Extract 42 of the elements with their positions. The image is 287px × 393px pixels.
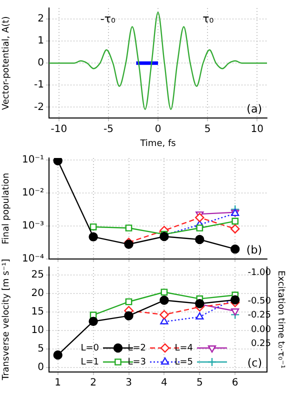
x-tick-label: 10: [250, 124, 264, 135]
y-tick-label: 10⁻⁴: [22, 254, 44, 265]
y-axis-title: Final population: [2, 172, 12, 244]
y-tick-label: -2: [34, 102, 44, 113]
x-tick-label: -10: [50, 124, 68, 135]
x-tick-label: 5: [204, 124, 211, 135]
y-tick-label: 15: [31, 306, 44, 318]
annotation: (b): [246, 243, 262, 256]
y-tick-label: 10: [31, 325, 44, 336]
x-tick-label: 6: [232, 378, 238, 389]
y2-axis-title: Excitation time t₀·τ₀⁻¹: [275, 270, 286, 369]
legend-label: L=4: [174, 343, 194, 354]
annotation: (c): [247, 356, 262, 370]
legend-label: L=2: [128, 343, 146, 354]
annotation: τ₀: [202, 12, 214, 26]
legend-label: L=5: [174, 357, 193, 368]
x-tick-label: -5: [103, 124, 114, 135]
y-tick-label: 0: [38, 58, 44, 69]
y-tick-label: 20: [31, 288, 44, 300]
x-tick-label: 3: [126, 378, 132, 389]
x-tick-label: 0: [154, 124, 162, 135]
y-axis-title: Vector-potential, A(t): [2, 16, 12, 110]
x-tick-label: 2: [90, 378, 96, 389]
y-tick-label: 25: [31, 270, 44, 281]
y-tick-label: 2: [38, 14, 44, 25]
annotation: -τ₀: [100, 12, 116, 26]
x-axis-title: Time, fs: [139, 138, 176, 149]
y-tick-label: 0: [38, 362, 44, 374]
legend-label: L=3: [128, 357, 146, 368]
y-tick-label: -1: [34, 80, 44, 91]
y-axis-title: Transverse velocity [m s⁻¹]: [2, 258, 12, 382]
y-tick-label: 1: [38, 36, 44, 47]
y-tick-label: 10⁻¹: [22, 154, 44, 166]
x-tick-label: 4: [161, 378, 168, 389]
y-tick-label: 10⁻²: [22, 188, 44, 199]
legend-label: L=1: [80, 357, 99, 368]
y-tick-label: 10⁻³: [22, 220, 44, 232]
y-tick-label: 5: [38, 344, 44, 355]
annotation: (a): [246, 102, 262, 116]
legend-label: L=0: [80, 343, 100, 354]
x-tick-label: 5: [196, 378, 203, 389]
x-tick-label: 1: [54, 378, 62, 389]
